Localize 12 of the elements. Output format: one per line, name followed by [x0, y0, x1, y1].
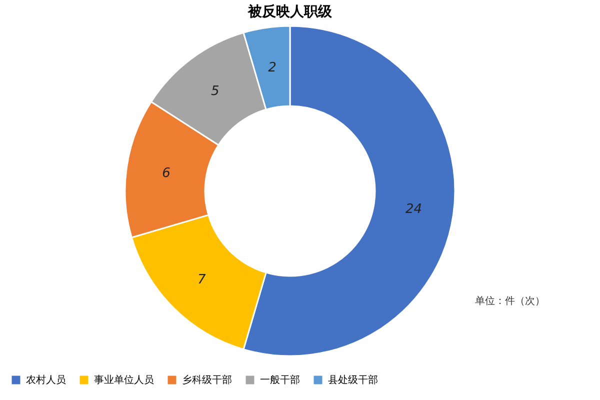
legend-label: 事业单位人员 [94, 374, 154, 386]
data-label: 2 [268, 60, 276, 76]
legend-label: 农村人员 [26, 374, 66, 386]
data-label: 24 [405, 202, 422, 217]
text: 单位：件（次） [475, 295, 545, 307]
legend-label: 乡科级干部 [182, 374, 232, 386]
legend-label: 县处级干部 [328, 374, 378, 386]
data-label: 5 [210, 84, 220, 99]
data-label: 6 [162, 166, 170, 182]
chart-title: 被反映人职级 [247, 3, 333, 20]
legend-label: 一般干部 [260, 374, 300, 386]
data-label: 7 [197, 272, 206, 288]
